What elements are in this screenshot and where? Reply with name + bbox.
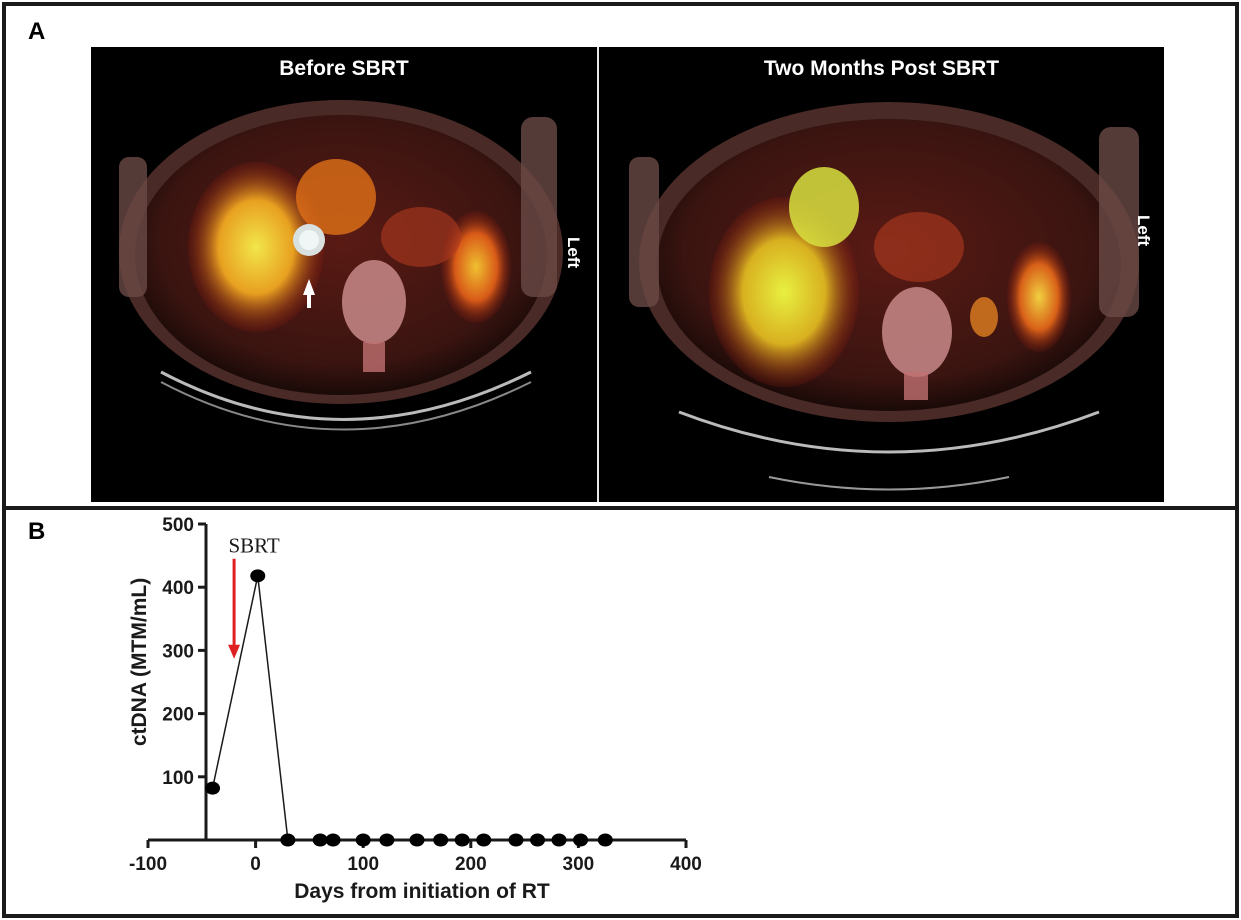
y-axis-label: ctDNA (MTM/mL) xyxy=(128,578,151,746)
x-tick-label-0: 0 xyxy=(250,854,261,875)
orientation-label-after: Left xyxy=(1134,215,1153,247)
data-point-13 xyxy=(551,833,567,847)
x-tick-label--100: -100 xyxy=(129,854,167,875)
data-point-12 xyxy=(530,833,546,847)
data-point-9 xyxy=(454,833,470,847)
panel-letter-b: B xyxy=(28,518,46,545)
data-point-14 xyxy=(573,833,589,847)
panel-a: A Before SBRT xyxy=(2,2,1239,510)
orientation-label-before: Left xyxy=(564,237,583,269)
panel-b: B 100 200 300 400 500 -100 0 100 200 300 400 Days f… xyxy=(2,506,1239,918)
pet-ct-scan-after: Two Months Post SBRT xyxy=(599,47,1164,502)
data-point-15 xyxy=(597,833,613,847)
y-tick-label-200: 200 xyxy=(162,705,194,726)
data-point-3 xyxy=(312,833,328,847)
data-point-7 xyxy=(409,833,425,847)
data-point-0 xyxy=(205,781,221,795)
x-tick-label-400: 400 xyxy=(670,854,702,875)
panel-letter-a: A xyxy=(28,18,46,45)
data-point-11 xyxy=(508,833,524,847)
data-point-6 xyxy=(379,833,395,847)
y-tick-label-300: 300 xyxy=(162,641,194,662)
y-tick-label-400: 400 xyxy=(162,578,194,599)
x-tick-label-200: 200 xyxy=(455,854,487,875)
data-point-8 xyxy=(433,833,449,847)
x-tick-label-100: 100 xyxy=(347,854,379,875)
ctdna-chart: 100 200 300 400 500 -100 0 100 200 300 400 Days fro… xyxy=(6,510,1235,914)
data-point-10 xyxy=(476,833,492,847)
pet-ct-scan-before: Before SBRT xyxy=(91,47,597,502)
ctdna-chart-svg: 100 200 300 400 500 -100 0 100 200 300 400 Days fro… xyxy=(128,515,702,903)
data-point-5 xyxy=(355,833,371,847)
sbrt-annotation-label: SBRT xyxy=(228,533,279,557)
sbrt-arrow-head xyxy=(228,644,241,659)
scan-divider xyxy=(597,47,599,502)
x-tick-label-300: 300 xyxy=(563,854,595,875)
series-line-0 xyxy=(211,575,606,841)
scan-image-before xyxy=(119,100,563,431)
data-point-1 xyxy=(250,569,266,583)
y-tick-label-500: 500 xyxy=(162,515,194,536)
scan-image-after xyxy=(629,102,1139,491)
scan-title-before: Before SBRT xyxy=(279,57,409,80)
y-tick-label-100: 100 xyxy=(162,768,194,789)
x-axis-label: Days from initiation of RT xyxy=(294,880,550,903)
scan-title-after: Two Months Post SBRT xyxy=(763,57,1000,80)
data-point-4 xyxy=(325,833,341,847)
data-point-2 xyxy=(280,833,296,847)
